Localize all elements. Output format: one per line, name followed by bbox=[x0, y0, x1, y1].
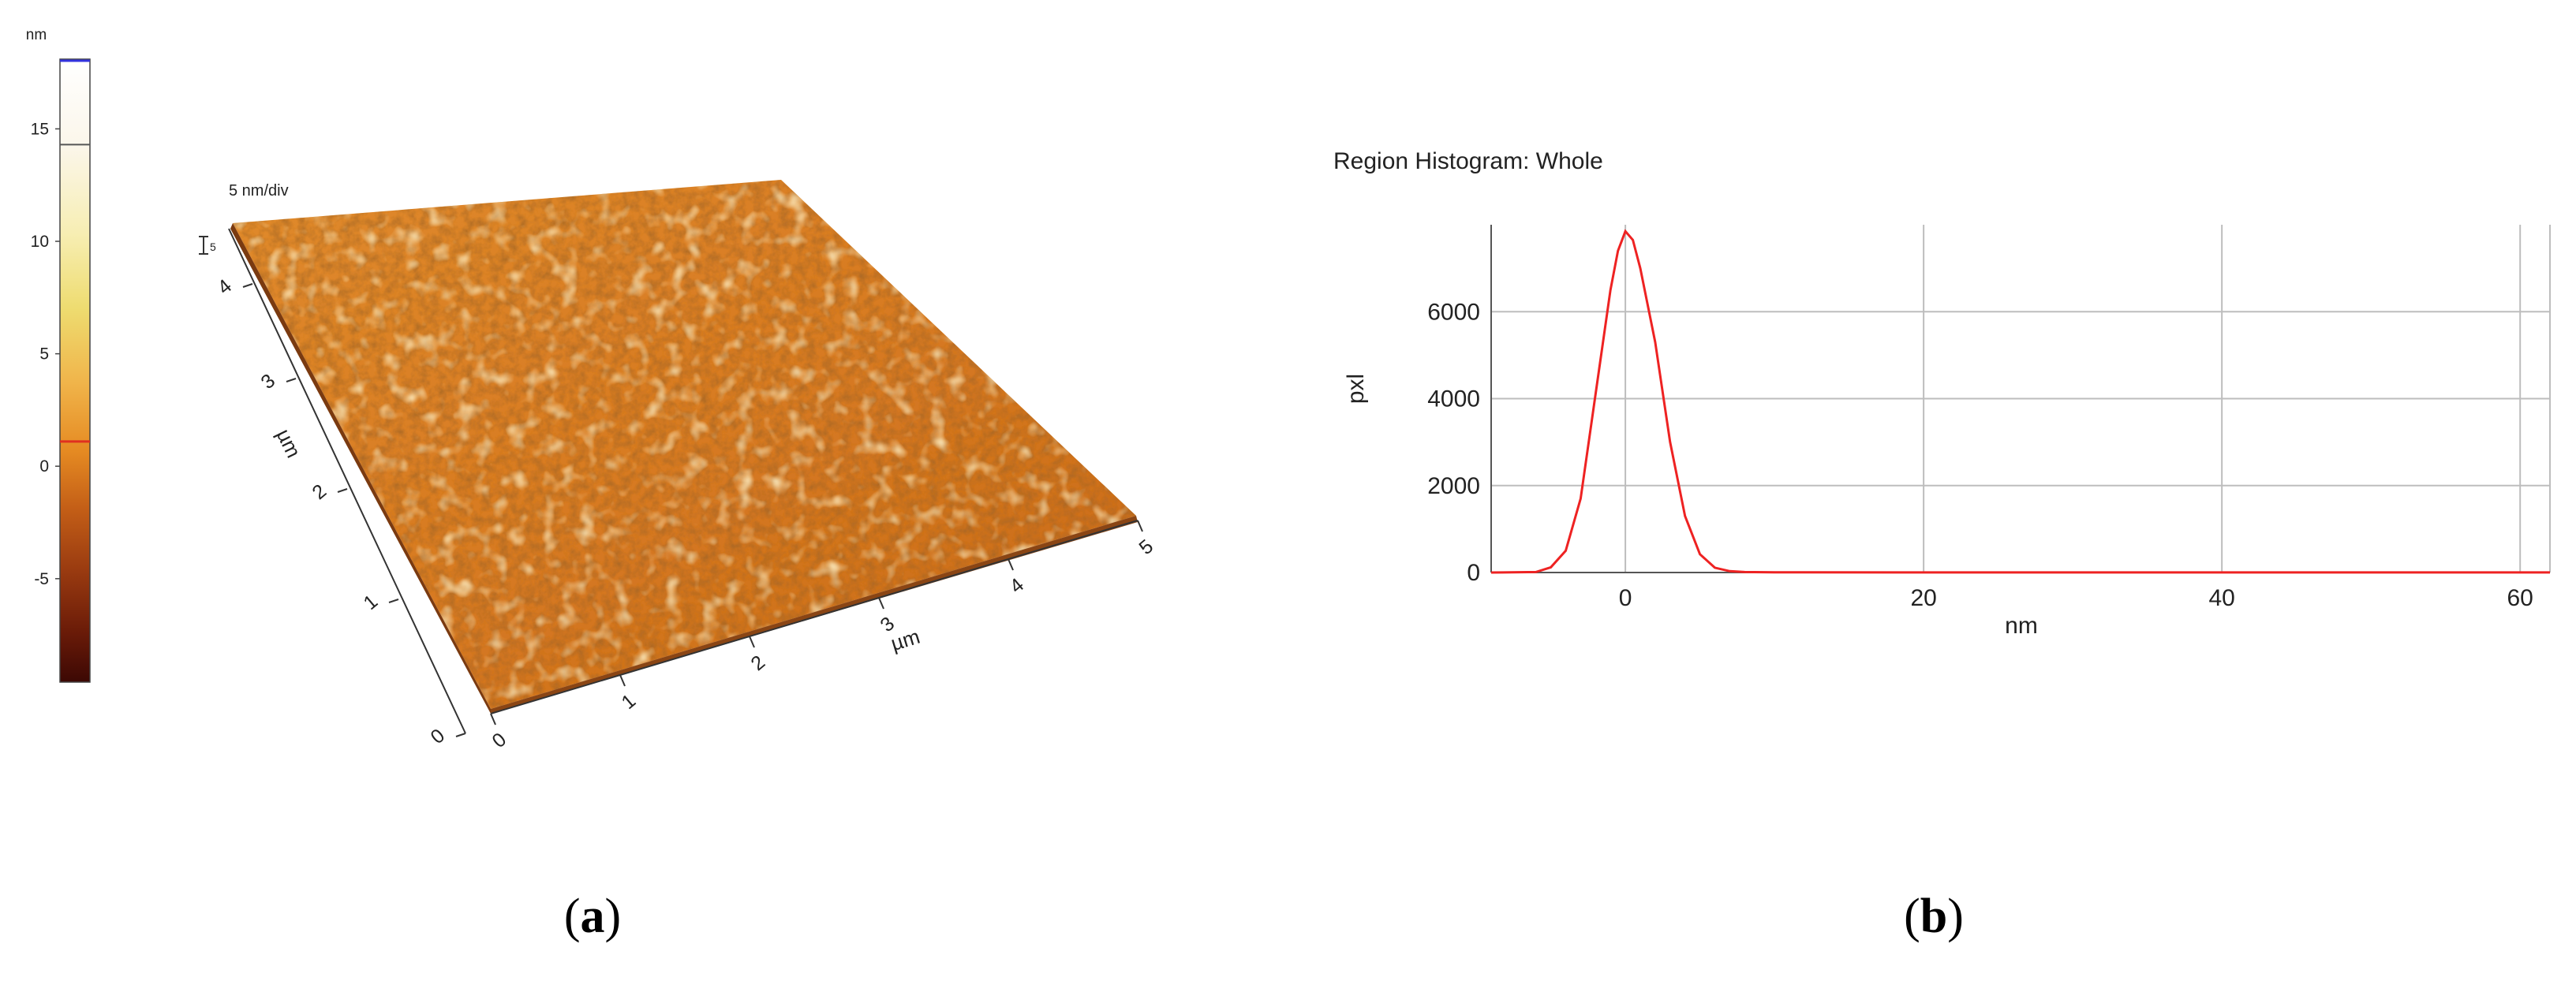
x-tick-mark bbox=[490, 713, 496, 725]
x-tick-mark bbox=[619, 674, 626, 687]
panel-b-histogram: Region Histogram: Whole 0 20 40 60 0 2000 400… bbox=[1333, 148, 2551, 943]
y-tick-label: 3 bbox=[257, 370, 280, 394]
y-tick-label: 1 bbox=[360, 591, 383, 614]
x-tick-mark bbox=[1137, 520, 1143, 532]
colorbar-tick-label: 15 bbox=[31, 120, 49, 138]
x-tick-label: 60 bbox=[2507, 585, 2533, 611]
x-tick-label: 4 bbox=[1006, 574, 1029, 598]
y-tick-label: 0 bbox=[1467, 560, 1480, 586]
colorbar-unit: nm bbox=[26, 27, 47, 43]
y-tick-label: 4 bbox=[214, 275, 237, 299]
x-tick-mark bbox=[749, 636, 755, 648]
x-tick-label: 0 bbox=[1619, 585, 1632, 611]
histogram-y-label: pxl bbox=[1343, 374, 1369, 404]
x-axis-line bbox=[490, 520, 1138, 714]
y-tick-mark bbox=[337, 488, 348, 493]
y-axis-label: µm bbox=[272, 425, 306, 461]
colorbar-tick-label: 5 bbox=[39, 345, 49, 364]
surface-edge-front bbox=[491, 516, 1138, 714]
panel-label-b: (b) bbox=[1904, 890, 1964, 943]
x-tick-mark bbox=[1008, 558, 1014, 571]
colorbar-tick-label: 10 bbox=[31, 233, 49, 251]
x-tick-label: 0 bbox=[488, 729, 511, 752]
colorbar-ticks: 15 10 5 0 -5 bbox=[31, 120, 60, 588]
histogram-y-ticks: 0 2000 4000 6000 bbox=[1427, 299, 1480, 586]
y-tick-label: 0 bbox=[427, 725, 450, 748]
panel-label-a: (a) bbox=[564, 890, 621, 943]
x-tick-label: 5 bbox=[1135, 535, 1158, 559]
y-tick-mark bbox=[286, 378, 297, 382]
colorbar-scale bbox=[59, 58, 91, 683]
x-tick-label: 20 bbox=[1910, 585, 1936, 611]
x-tick-label: 1 bbox=[618, 690, 641, 714]
colorbar: nm 15 10 5 0 -5 bbox=[26, 27, 91, 683]
z-scale-tick: 5 bbox=[210, 241, 216, 253]
y-tick-label: 6000 bbox=[1427, 299, 1480, 325]
colorbar-tick-label: -5 bbox=[34, 570, 49, 588]
surface-edge-left bbox=[230, 223, 491, 714]
histogram-series-line bbox=[1490, 229, 2550, 574]
histogram-title: Region Histogram: Whole bbox=[1333, 148, 1603, 174]
z-scale-label: 5 nm/div bbox=[229, 182, 289, 200]
colorbar-tick-label: 0 bbox=[39, 457, 49, 476]
x-tick-mark bbox=[878, 597, 884, 610]
x-tick-label: 40 bbox=[2208, 585, 2234, 611]
histogram-x-label: nm bbox=[2005, 613, 2038, 639]
y-tick-label: 4000 bbox=[1427, 386, 1480, 412]
histogram-grid bbox=[1491, 225, 2551, 573]
y-axis-line bbox=[228, 228, 466, 734]
y-tick-mark bbox=[455, 733, 466, 737]
y-tick-label: 2000 bbox=[1427, 473, 1480, 499]
y-tick-mark bbox=[242, 283, 253, 288]
surface-grains bbox=[233, 180, 1136, 709]
x-tick-label: 2 bbox=[747, 651, 770, 675]
histogram-x-ticks: 0 20 40 60 bbox=[1619, 585, 2533, 611]
y-tick-label: 2 bbox=[308, 480, 331, 504]
y-tick-mark bbox=[388, 599, 399, 603]
